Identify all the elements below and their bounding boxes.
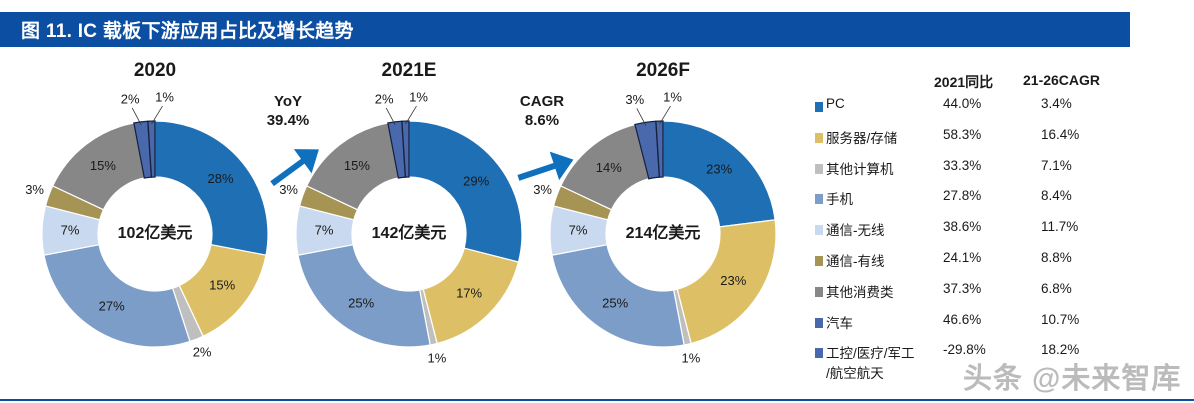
svg-text:3%: 3% [279,182,298,197]
svg-text:3%: 3% [533,182,552,197]
svg-text:7%: 7% [61,223,80,238]
svg-text:29%: 29% [463,173,489,188]
svg-text:23%: 23% [720,273,746,288]
svg-text:1%: 1% [409,90,428,105]
svg-text:27%: 27% [99,299,125,314]
svg-text:3%: 3% [625,92,644,107]
svg-text:23%: 23% [706,162,732,177]
svg-text:14%: 14% [596,160,622,175]
svg-text:214亿美元: 214亿美元 [626,223,701,242]
svg-text:1%: 1% [682,350,701,365]
svg-text:17%: 17% [456,286,482,301]
svg-text:3%: 3% [25,182,44,197]
svg-text:142亿美元: 142亿美元 [372,223,447,242]
svg-text:102亿美元: 102亿美元 [118,223,193,242]
svg-text:28%: 28% [207,171,233,186]
svg-text:15%: 15% [90,158,116,173]
svg-text:2%: 2% [193,344,212,359]
svg-text:1%: 1% [428,350,447,365]
svg-text:25%: 25% [602,296,628,311]
svg-text:2%: 2% [375,91,394,106]
svg-text:25%: 25% [348,296,374,311]
svg-text:1%: 1% [663,90,682,105]
svg-text:15%: 15% [344,158,370,173]
svg-text:15%: 15% [209,278,235,293]
svg-text:1%: 1% [155,90,174,105]
svg-text:7%: 7% [569,223,588,238]
svg-text:2%: 2% [121,91,140,106]
svg-text:7%: 7% [315,223,334,238]
